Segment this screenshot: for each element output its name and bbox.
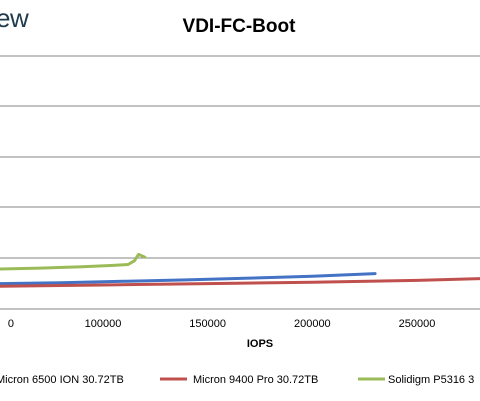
series-line-0 xyxy=(0,272,377,286)
gridlines xyxy=(0,55,480,310)
x-tick-labels: 0 100000 150000 200000 250000 xyxy=(8,318,435,330)
x-tick-label-0: 100000 xyxy=(85,318,122,330)
x-tick-label-partial: 0 xyxy=(8,318,14,330)
legend: Micron 6500 ION 30.72TB Micron 9400 Pro 3… xyxy=(0,374,474,386)
x-axis-title: IOPS xyxy=(247,338,273,350)
chart-title: VDI-FC-Boot xyxy=(183,16,297,37)
series-line-2 xyxy=(0,252,147,271)
legend-label-2: Solidigm P5316 3 xyxy=(388,374,474,386)
series-line-1 xyxy=(0,277,480,288)
legend-label-0: Micron 6500 ION 30.72TB xyxy=(0,374,124,386)
x-tick-label-1: 150000 xyxy=(189,318,226,330)
brand-logo-text: ew xyxy=(0,3,29,33)
x-tick-label-3: 250000 xyxy=(399,318,436,330)
x-tick-label-2: 200000 xyxy=(294,318,331,330)
series-lines xyxy=(0,252,480,288)
legend-label-1: Micron 9400 Pro 30.72TB xyxy=(193,374,318,386)
